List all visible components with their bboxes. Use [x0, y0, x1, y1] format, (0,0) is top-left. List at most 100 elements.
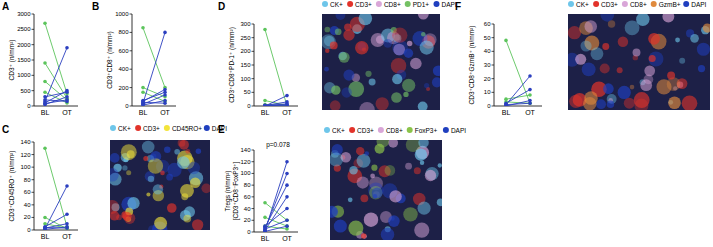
pair-line [45, 97, 67, 105]
image-texture [142, 141, 155, 154]
legend-swatch [622, 1, 628, 7]
legend-swatch [593, 1, 599, 7]
x-axis [34, 106, 78, 107]
y-axis-label: CD3⁺CD8⁺GzmB⁺ (n/mm²) [468, 26, 476, 105]
image-texture [375, 144, 385, 154]
y-tick [32, 75, 35, 76]
image-texture [607, 100, 614, 107]
point [285, 183, 289, 187]
pair-line [265, 162, 287, 231]
legend-entry: CD3+ [135, 125, 160, 132]
image-texture [403, 207, 417, 221]
pair-line [506, 95, 530, 99]
legend-label: GzmB+ [659, 1, 681, 8]
y-tick-label: 10 [484, 89, 491, 95]
image-texture [357, 176, 369, 188]
image-texture [420, 41, 434, 55]
legend-entry: CD8+ [376, 1, 401, 8]
legend-entry: DAPI [683, 1, 706, 8]
image-texture [644, 65, 655, 76]
legend-swatch [322, 1, 328, 7]
y-tick-label: 40 [244, 206, 251, 212]
panel: F0102030405060BLOTCD3⁺CD8⁺GzmB⁺ (n/mm²)C… [455, 1, 712, 117]
image-texture [183, 215, 191, 223]
x-axis [34, 230, 78, 231]
image-texture [648, 51, 663, 66]
panel-letter: B [92, 1, 99, 12]
micrograph [322, 14, 440, 110]
legend-label: FoxP3+ [415, 127, 438, 134]
y-tick-label: 1000 [17, 72, 31, 78]
y-tick-label: 3000 [17, 11, 31, 17]
image-texture [185, 149, 190, 154]
image-texture [356, 147, 364, 155]
image-texture [415, 148, 427, 160]
y-tick-label: 20 [484, 76, 491, 82]
y-tick-label: 40 [484, 48, 491, 54]
image-texture [580, 40, 591, 51]
pair-line [265, 29, 287, 106]
image-texture [330, 208, 337, 215]
legend-entry: DAPI [434, 1, 457, 8]
point [263, 104, 267, 106]
legend-swatch [204, 125, 210, 131]
image-texture [167, 203, 177, 213]
pair-line [45, 227, 67, 229]
point [285, 218, 289, 222]
image-texture [418, 202, 431, 215]
legend-label: CK+ [576, 1, 589, 8]
legend-swatch [443, 127, 449, 133]
image-texture [372, 194, 377, 199]
point [263, 103, 267, 106]
pair-line [506, 40, 530, 103]
image-texture [584, 20, 597, 33]
image-texture [640, 79, 652, 91]
pair-line [265, 105, 287, 106]
legend-entry: CK+ [324, 127, 345, 134]
y-tick-label: 0 [125, 103, 129, 109]
image-texture [617, 67, 623, 73]
legend-entry: CK+ [568, 1, 589, 8]
data [141, 26, 167, 106]
y-tick [252, 65, 255, 66]
image-texture [122, 165, 127, 170]
pair-line [265, 185, 287, 227]
y-tick [130, 32, 133, 33]
y-tick-label: 120 [240, 159, 251, 165]
image-texture [126, 170, 131, 175]
image-texture [625, 20, 640, 35]
data [504, 39, 532, 106]
y-tick [492, 78, 495, 79]
image-texture [405, 163, 412, 170]
y-tick-label: 2500 [17, 26, 31, 32]
y-tick [32, 217, 35, 218]
data [43, 21, 69, 106]
image-texture [682, 95, 698, 110]
y-tick-label: 100 [20, 164, 31, 170]
legend-label: CD3+ [601, 1, 618, 8]
point [141, 101, 145, 105]
image-texture [361, 233, 366, 238]
image-texture [403, 92, 408, 97]
micrograph [330, 140, 442, 240]
legend-entry: CD8+ [378, 127, 403, 134]
image-texture [582, 62, 596, 76]
image-texture [569, 95, 582, 108]
micrograph [568, 14, 710, 110]
point [263, 104, 267, 106]
y-tick [32, 204, 35, 205]
point [285, 218, 289, 222]
y-tick-label: 80 [24, 177, 31, 183]
legend-entry: GzmB+ [651, 1, 681, 8]
legend-entry: DAPI [443, 127, 466, 134]
pair-line [45, 214, 67, 227]
y-tick [32, 106, 35, 107]
y-tick-label: 100 [240, 170, 251, 176]
y-axis-label: [CD3⁺CD8⁻FoxP3⁺] [232, 161, 240, 220]
image-texture [110, 200, 119, 214]
image-texture [153, 184, 163, 194]
legend-swatch [376, 1, 382, 7]
legend-entry: CD3+ [347, 1, 372, 8]
image-texture [343, 29, 354, 40]
image-texture [372, 187, 383, 198]
